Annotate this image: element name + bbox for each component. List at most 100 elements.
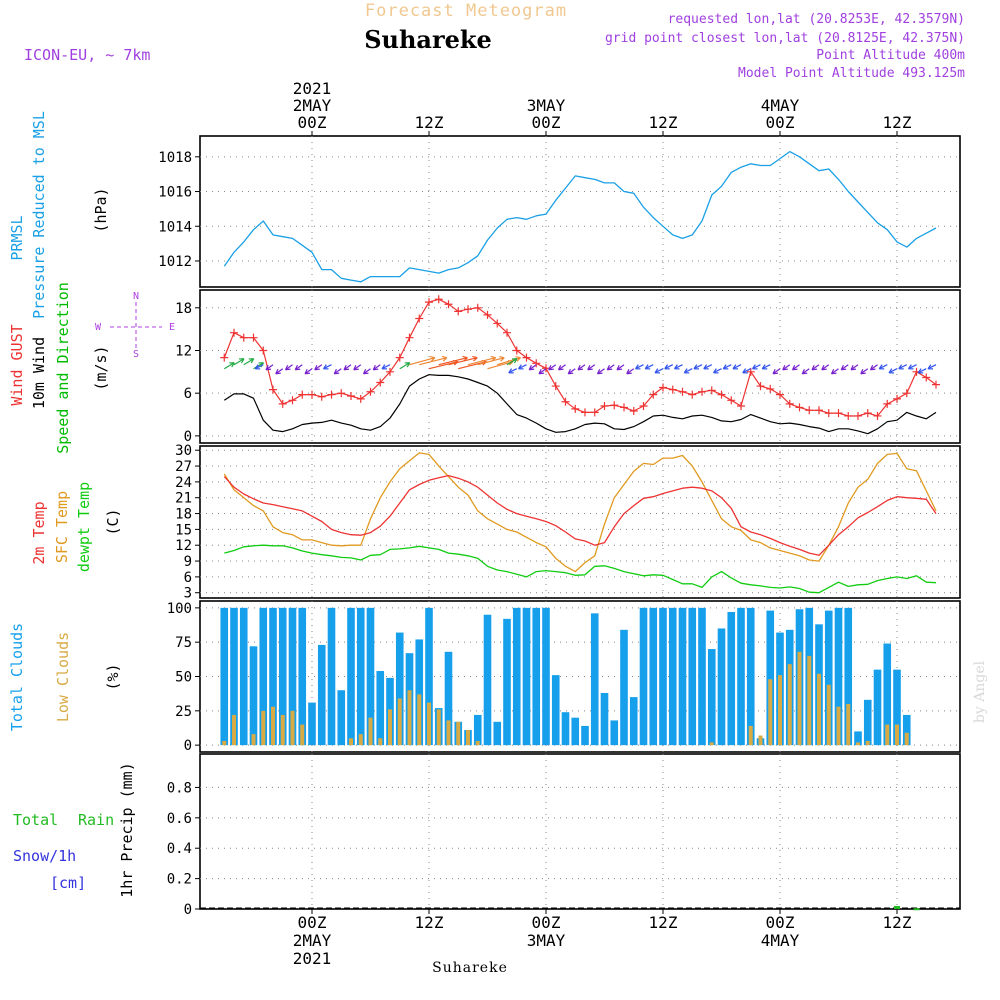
compass-south: S <box>133 349 139 360</box>
gust-marker <box>503 328 511 337</box>
gust-marker <box>795 403 804 412</box>
wind-arrow-head <box>548 364 554 371</box>
wind-arrow-head <box>333 368 340 375</box>
gust-marker <box>425 298 433 307</box>
wind-arrow <box>587 364 596 371</box>
wind-arrow <box>683 368 693 374</box>
wind-arrow-head <box>644 364 651 370</box>
wind-arrow <box>538 368 547 375</box>
total-cloud-bar <box>688 607 697 746</box>
wind-arrow <box>409 357 436 366</box>
low-cloud-bar <box>895 724 899 746</box>
time-label: 3MAY <box>527 96 566 115</box>
gust-marker <box>356 394 365 403</box>
temp-unit: (C) <box>104 508 122 535</box>
gust-marker <box>454 307 463 316</box>
total-cloud-bar <box>551 675 560 746</box>
y-tick-label: 0.8 <box>167 780 192 796</box>
total-cloud-bar <box>737 607 745 746</box>
model-label: ICON-EU, ~ 7km <box>24 46 150 64</box>
wind-arrow-head <box>664 364 670 370</box>
y-tick-label: 0.6 <box>167 811 192 827</box>
wind-arrow-head <box>229 362 235 368</box>
panel-frame <box>199 135 961 288</box>
gust-marker <box>522 353 531 362</box>
wind-arrow-head <box>791 364 798 371</box>
wind-arrow-head <box>850 364 857 371</box>
wind-arrow <box>294 364 303 371</box>
gust-marker <box>717 390 726 399</box>
wind-arrow <box>597 368 605 375</box>
low-cloud-bar <box>846 703 851 746</box>
wind-arrow <box>772 368 781 375</box>
wind-arrow-head <box>314 364 320 371</box>
y-tick-label: 0 <box>184 429 192 445</box>
wind-arrow-head <box>801 368 808 375</box>
wind-arrow <box>304 368 313 375</box>
wind-gust-label: Wind GUST <box>8 324 26 405</box>
wind-arrow <box>428 361 459 370</box>
panel-frame <box>199 289 961 444</box>
gust-marker <box>405 333 414 342</box>
wind-arrow <box>654 368 664 374</box>
gust-marker <box>922 373 931 382</box>
wind-arrow <box>419 357 447 366</box>
low-cloud-bar <box>358 734 363 746</box>
time-label: 00Z <box>532 913 561 932</box>
wind-arrow-head <box>693 364 700 370</box>
total-cloud-bar <box>600 692 609 746</box>
y-tick-label: 21 <box>175 491 192 507</box>
total-cloud-bar <box>366 607 375 746</box>
total-cloud-bar <box>337 690 346 746</box>
time-label: 00Z <box>766 113 795 132</box>
wind-arrow-head <box>254 364 261 370</box>
wind-arrow-head <box>284 364 291 371</box>
gust-marker <box>707 386 716 395</box>
credit-watermark: by Angel <box>972 660 988 723</box>
total-cloud-bar <box>834 607 843 746</box>
wind-arrow <box>285 364 293 371</box>
time-label: 12Z <box>883 113 912 132</box>
temp-sfc-label: SFC Temp <box>53 491 71 563</box>
gust-marker <box>766 384 775 393</box>
total-cloud-bar <box>278 607 287 746</box>
total-cloud-bar <box>317 644 326 746</box>
grid-coords: grid point closest lon,lat (20.8125E, 42… <box>605 31 965 46</box>
low-cloud-bar <box>475 741 480 746</box>
wind-arrow <box>792 364 800 371</box>
time-label: 00Z <box>532 113 561 132</box>
gust-marker <box>668 385 677 394</box>
low-cloud-bar <box>748 725 753 746</box>
wind-arrow <box>323 364 332 370</box>
sfc-temp-line <box>223 452 937 573</box>
wind-arrow <box>898 364 908 370</box>
point-altitude: Point Altitude 400m <box>816 48 965 63</box>
wind-arrow <box>467 357 496 366</box>
total-cloud-bar <box>717 628 726 746</box>
y-tick-label: 6 <box>184 386 192 402</box>
gust-marker <box>805 406 814 415</box>
wind-arrow-head <box>635 364 641 370</box>
time-label: 12Z <box>415 113 444 132</box>
wind-arrow <box>742 368 752 374</box>
gust-marker <box>376 378 385 387</box>
wind-arrow <box>567 368 576 375</box>
y-tick-label: 0 <box>184 902 192 918</box>
wind-arrow <box>664 364 674 370</box>
wind-arrow <box>927 364 937 370</box>
compass-north: N <box>133 291 139 302</box>
total-cloud-bar <box>727 611 736 746</box>
wind-arrow <box>448 357 478 366</box>
gust-marker <box>863 409 872 418</box>
wind-arrow <box>558 364 566 371</box>
total-cloud-bar <box>629 697 638 746</box>
gust-marker <box>512 346 521 355</box>
low-cloud-bar <box>885 724 890 746</box>
wind-arrow-head <box>898 364 904 370</box>
gust-marker <box>629 406 638 415</box>
gust-marker <box>883 399 892 408</box>
wind-arrow <box>752 364 761 370</box>
total-cloud-bar <box>561 712 570 746</box>
total-cloud-bar <box>395 632 404 746</box>
